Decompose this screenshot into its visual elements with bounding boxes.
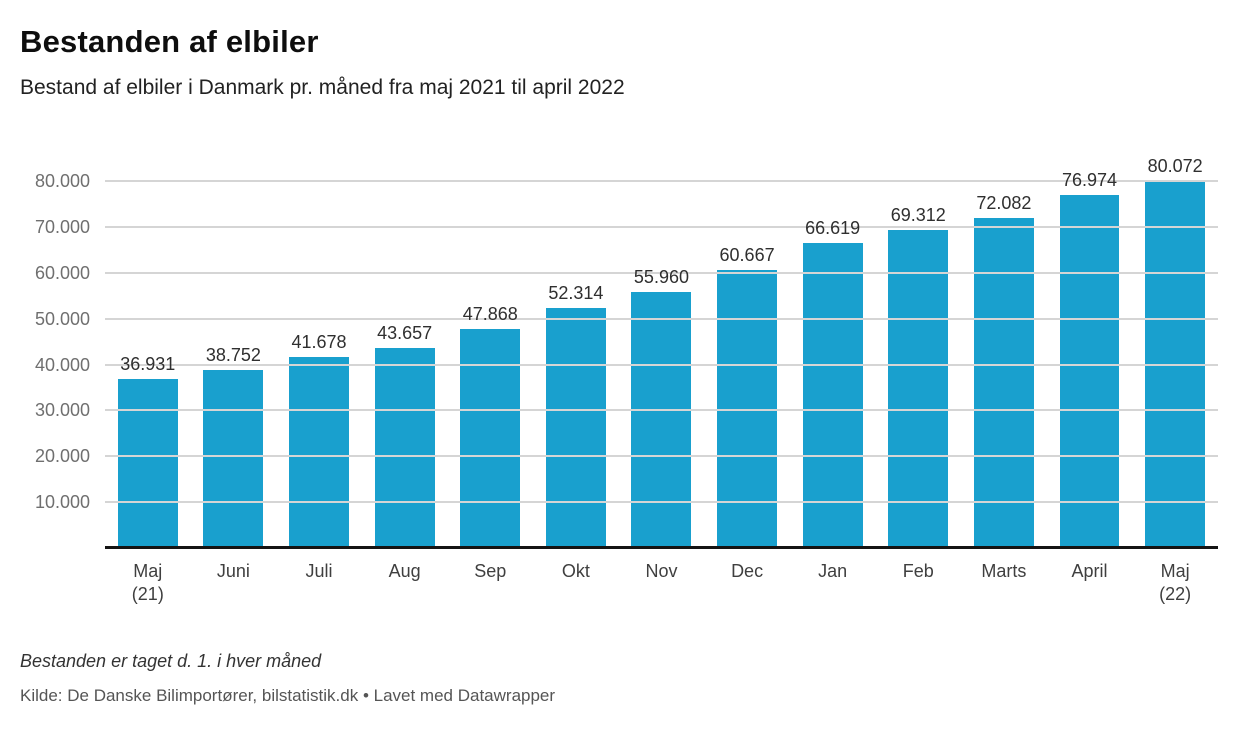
x-tick-label: Maj (22): [1159, 560, 1192, 604]
x-tick-label: Okt: [561, 560, 590, 581]
y-tick-label: 50.000: [34, 308, 90, 329]
bar: [545, 308, 606, 548]
y-tick-label: 80.000: [34, 171, 90, 192]
x-tick-label: Juni: [216, 560, 250, 581]
x-tick-label: Jan: [818, 560, 848, 581]
gridline: [105, 317, 1218, 320]
bar-slot: 72.082: [961, 148, 1047, 548]
bar-slot: 80.072: [1132, 148, 1218, 548]
x-tick-label: Nov: [645, 560, 678, 581]
bar-value-label: 52.314: [548, 283, 604, 304]
bar-slot: 69.312: [875, 148, 961, 548]
bar-value-label: 47.868: [462, 303, 518, 324]
gridline: [105, 409, 1218, 412]
bar: [973, 217, 1034, 548]
chart-title: Bestanden af elbiler: [20, 24, 319, 59]
plot-area: 36.931 38.752 41.678 43.657 47.868 52.314 55.9…: [35, 148, 1218, 549]
y-tick-label: 70.000: [34, 217, 90, 238]
y-tick-label: 10.000: [34, 492, 90, 513]
x-tick-label: Dec: [731, 560, 764, 581]
x-tick-label: Aug: [388, 560, 421, 581]
x-axis: Maj (21) Juni Juli Aug Sep Okt Nov Dec Jan Feb Mar…: [105, 560, 1218, 606]
y-tick-label: 30.000: [34, 400, 90, 421]
x-tick-label: Sep: [474, 560, 507, 581]
y-tick-label: 40.000: [34, 354, 90, 375]
bar-value-label: 41.678: [291, 331, 347, 352]
bar-chart: 36.931 38.752 41.678 43.657 47.868 52.314 55.9…: [20, 148, 1218, 606]
bar-slot: 60.667: [704, 148, 790, 548]
chart-page: Bestanden af elbiler Bestand af elbiler …: [20, 24, 1218, 705]
chart-subtitle: Bestand af elbiler i Danmark pr. måned f…: [20, 75, 625, 99]
x-tick-label: Marts: [981, 560, 1027, 581]
bar-slot: 43.657: [362, 148, 448, 548]
bar: [374, 347, 435, 548]
bar: [203, 370, 264, 548]
x-axis-baseline: [105, 545, 1218, 549]
bar: [1059, 195, 1120, 548]
bar-slot: 41.678: [276, 148, 362, 548]
gridline: [105, 226, 1218, 229]
bar: [289, 356, 349, 548]
bar-slot: 38.752: [191, 148, 277, 548]
bar-slot: 36.931: [105, 148, 191, 548]
gridline: [105, 501, 1218, 504]
bar-value-label: 69.312: [890, 205, 946, 226]
x-tick-label: Feb: [902, 560, 934, 581]
source-line: Kilde: De Danske Bilimportører, bilstati…: [20, 685, 556, 705]
gridline: [105, 180, 1218, 183]
bar-value-label: 60.667: [719, 244, 775, 265]
bar-slot: 66.619: [790, 148, 876, 548]
bar-slot: 47.868: [447, 148, 533, 548]
bar-slot: 76.974: [1047, 148, 1133, 548]
bar-value-label: 38.752: [205, 345, 261, 366]
bar: [631, 291, 692, 548]
bar-value-label: 76.974: [1061, 170, 1118, 191]
bar-value-label: 55.960: [633, 266, 689, 287]
gridline: [105, 272, 1218, 275]
bar-value-label: 80.072: [1147, 156, 1203, 177]
gridline: [105, 455, 1218, 458]
bar-value-label: 43.657: [377, 322, 433, 343]
bar-value-label: 36.931: [120, 353, 176, 374]
bar-value-label: 72.082: [976, 192, 1032, 213]
y-tick-label: 20.000: [34, 446, 90, 467]
chart-note: Bestanden er taget d. 1. i hver måned: [20, 650, 322, 671]
x-tick-label: Maj (21): [131, 560, 164, 604]
bar: [460, 328, 521, 548]
bar-slot: 52.314: [533, 148, 619, 548]
bar-slot: 55.960: [619, 148, 705, 548]
bar-value-label: 66.619: [805, 217, 861, 238]
x-tick-label: April: [1071, 560, 1108, 581]
bar: [802, 242, 863, 548]
bars-container: 36.931 38.752 41.678 43.657 47.868 52.314 55.9…: [105, 148, 1218, 548]
y-tick-label: 60.000: [34, 263, 90, 284]
bar: [117, 378, 178, 548]
x-tick-label: Juli: [305, 560, 333, 581]
bar: [888, 230, 949, 548]
gridline: [105, 363, 1218, 366]
